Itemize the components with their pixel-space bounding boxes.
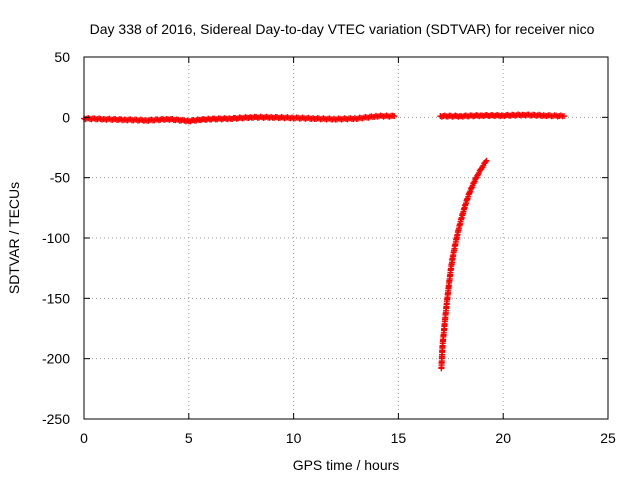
x-axis-label: GPS time / hours — [293, 457, 400, 473]
x-tick-label: 15 — [391, 430, 407, 446]
data-points — [81, 111, 567, 372]
y-tick-label: 50 — [54, 49, 70, 65]
y-tick-label: -150 — [42, 290, 70, 306]
y-tick-label: -200 — [42, 351, 70, 367]
chart-title: Day 338 of 2016, Sidereal Day-to-day VTE… — [90, 21, 595, 37]
x-tick-label: 5 — [185, 430, 193, 446]
x-tick-label: 25 — [600, 430, 616, 446]
data-point — [483, 157, 490, 164]
y-tick-label: -250 — [42, 411, 70, 427]
plot-frame — [83, 56, 609, 420]
y-tick-label: -100 — [42, 230, 70, 246]
x-tick-label: 20 — [495, 430, 511, 446]
x-tick-label: 0 — [80, 430, 88, 446]
data-point — [560, 113, 567, 120]
y-axis-label: SDTVAR / TECUs — [6, 182, 22, 294]
grid — [84, 57, 608, 419]
y-tick-label: 0 — [62, 109, 70, 125]
x-tick-label: 10 — [286, 430, 302, 446]
axis-ticks: 0 5 10 15 20 25 -250 -200 -150 -100 -50 0 50 — [42, 49, 616, 446]
data-point — [391, 113, 398, 120]
y-tick-label: -50 — [50, 170, 70, 186]
